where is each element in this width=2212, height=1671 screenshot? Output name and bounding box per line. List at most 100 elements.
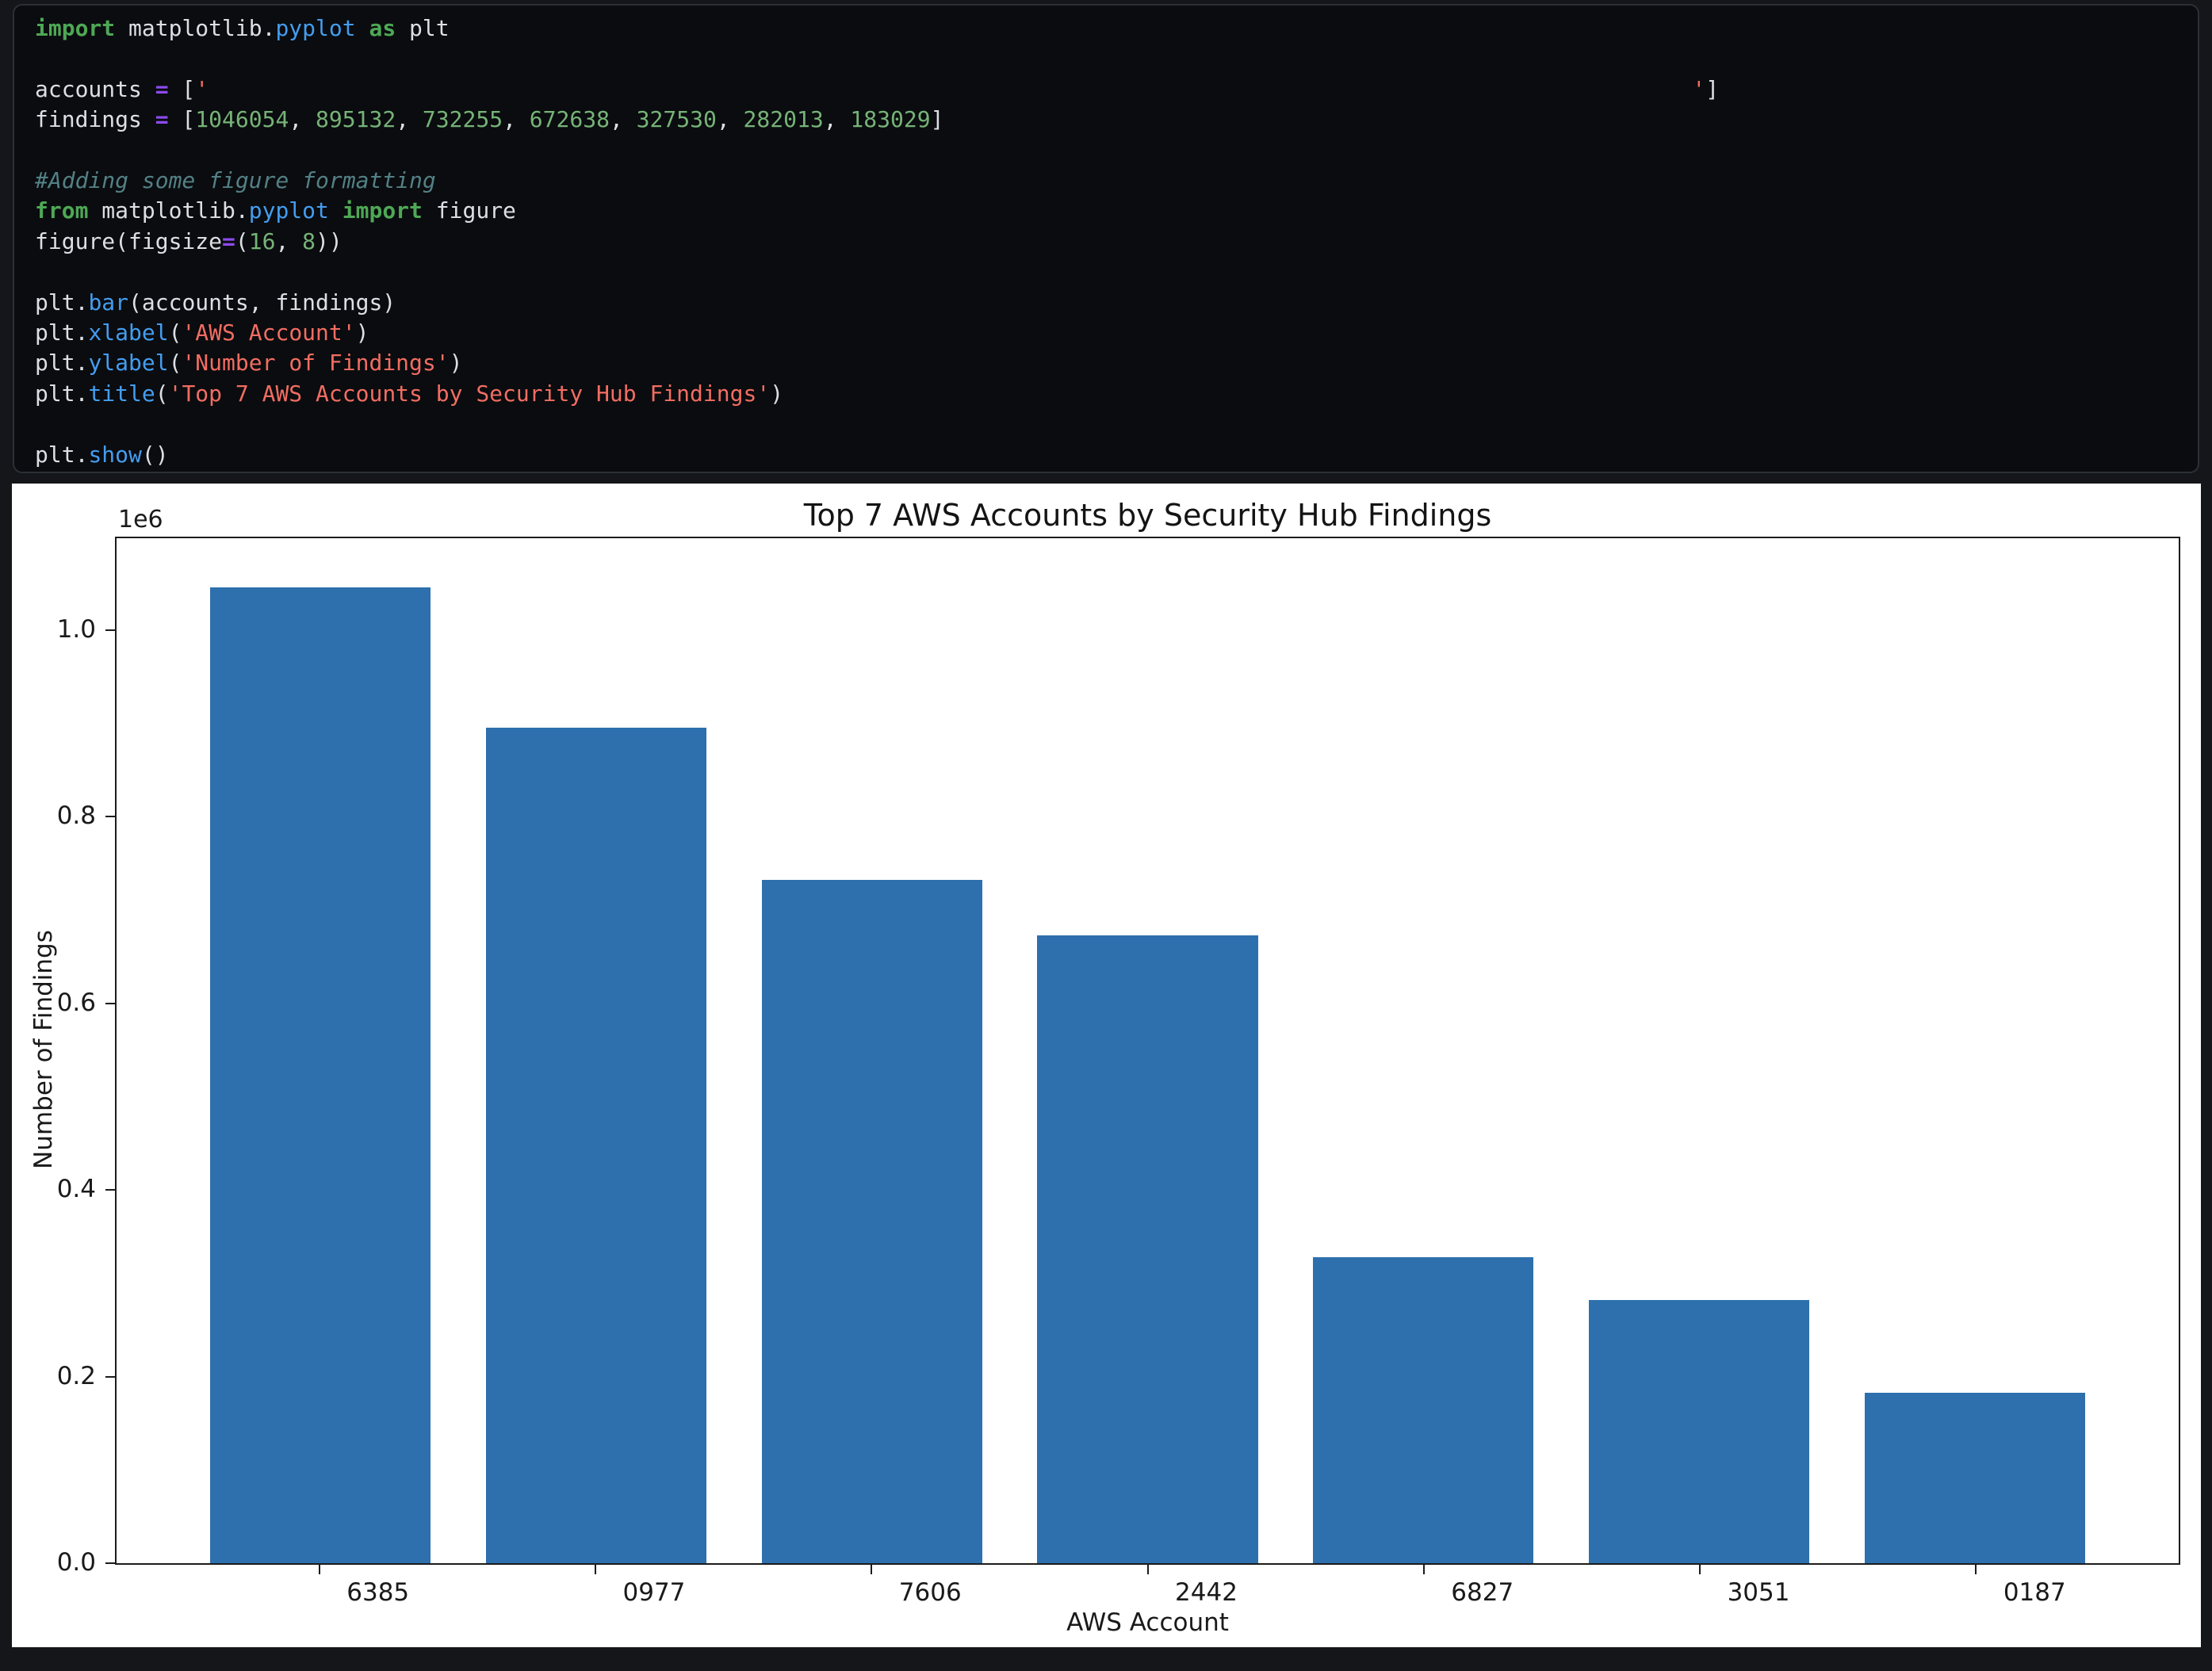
code-token: 8 <box>302 228 316 254</box>
y-tick-label: 0.6 <box>56 988 96 1017</box>
code-token: () <box>141 441 169 468</box>
code-token: , <box>503 106 530 133</box>
code-token: 732255 <box>422 106 503 133</box>
code-cell[interactable]: import matplotlib.pyplot as plt accounts… <box>13 4 2199 473</box>
x-tick-label: 0977 <box>622 1578 686 1607</box>
bar-0187 <box>1864 1392 2085 1563</box>
code-token: matplotlib. <box>88 197 249 224</box>
code-line: plt.show() <box>35 440 2177 470</box>
code-token: plt. <box>35 289 89 315</box>
code-token: plt. <box>35 441 89 468</box>
code-token: 282013 <box>743 106 824 133</box>
bar-2442 <box>1037 935 1258 1563</box>
code-token: pyplot <box>248 197 329 224</box>
x-tick-label: 7606 <box>898 1578 962 1607</box>
code-token: findings <box>35 106 155 133</box>
y-tick-label: 0.4 <box>56 1175 96 1204</box>
y-axis-offset-label: 1e6 <box>118 506 163 533</box>
x-tick-mark <box>1975 1565 1977 1574</box>
y-tick-label: 0.0 <box>56 1548 96 1577</box>
code-token: 16 <box>248 228 276 254</box>
code-token: 183029 <box>850 106 931 133</box>
code-token: , <box>716 106 744 133</box>
x-tick-mark <box>871 1565 873 1574</box>
y-tick-mark <box>105 1375 115 1378</box>
code-line: plt.ylabel('Number of Findings') <box>35 348 2177 378</box>
code-token: plt. <box>35 350 89 377</box>
code-line: plt.title('Top 7 AWS Accounts by Securit… <box>35 379 2177 409</box>
bar-7606 <box>761 879 982 1563</box>
code-token: = <box>222 228 235 254</box>
code-line: plt.bar(accounts, findings) <box>35 288 2177 318</box>
code-token: 'Number of Findings' <box>182 350 450 377</box>
x-tick-mark <box>1146 1565 1149 1574</box>
code-token: plt. <box>35 380 89 407</box>
code-line: findings = [1046054, 895132, 732255, 672… <box>35 105 2177 135</box>
code-token: import <box>35 15 116 41</box>
code-token: ) <box>355 319 369 346</box>
code-token: pyplot <box>275 15 356 41</box>
code-line: accounts = [' '] <box>35 75 2177 105</box>
code-line <box>35 136 2177 166</box>
code-token: ( <box>168 350 182 377</box>
code-token: ' <box>1692 75 1706 102</box>
code-token: xlabel <box>88 319 169 346</box>
x-tick-mark <box>1699 1565 1701 1574</box>
code-token: 'AWS Account' <box>182 319 356 346</box>
x-tick-label: 2442 <box>1175 1578 1238 1607</box>
y-tick-label: 0.2 <box>56 1361 96 1390</box>
code-token: ] <box>930 106 944 133</box>
code-token: , <box>609 106 637 133</box>
code-token: ( <box>235 228 249 254</box>
code-token: , <box>275 228 303 254</box>
code-token: plt. <box>35 319 89 346</box>
code-token: ' <box>195 75 209 102</box>
code-token: [ <box>168 75 196 102</box>
code-token: ( <box>168 319 182 346</box>
code-token: = <box>155 75 169 102</box>
code-line: #Adding some figure formatting <box>35 166 2177 196</box>
code-token: ) <box>770 380 784 407</box>
code-token: [ <box>168 106 196 133</box>
code-token: , <box>823 106 851 133</box>
y-tick-mark <box>105 1562 115 1564</box>
code-token: )) <box>316 228 343 254</box>
code-token: (accounts, findings) <box>128 289 396 315</box>
code-token: accounts <box>35 75 155 102</box>
code-token: ] <box>1705 75 1720 102</box>
code-token: , <box>289 106 316 133</box>
code-line <box>35 44 2177 74</box>
code-block: import matplotlib.pyplot as plt accounts… <box>35 13 2177 470</box>
code-line: figure(figsize=(16, 8)) <box>35 227 2177 257</box>
code-token: title <box>88 380 155 407</box>
code-token: 1046054 <box>195 106 289 133</box>
y-tick-mark <box>105 629 115 631</box>
code-line <box>35 409 2177 439</box>
code-token: = <box>155 106 169 133</box>
bar-0977 <box>485 728 707 1563</box>
code-token: from <box>35 197 89 224</box>
code-token: 327530 <box>636 106 717 133</box>
plot-area <box>115 537 2180 1565</box>
x-tick-mark <box>1422 1565 1425 1574</box>
code-token: figure <box>422 197 516 224</box>
code-line: plt.xlabel('AWS Account') <box>35 318 2177 348</box>
code-token: ( <box>155 380 169 407</box>
y-tick-mark <box>105 816 115 818</box>
code-token: matplotlib. <box>115 15 276 41</box>
y-tick-mark <box>105 1189 115 1191</box>
x-tick-mark <box>318 1565 320 1574</box>
code-line <box>35 257 2177 287</box>
bar-6385 <box>210 587 431 1563</box>
code-token: figure(figsize <box>35 228 223 254</box>
code-token: ) <box>449 350 463 377</box>
code-token: ylabel <box>88 350 169 377</box>
code-token: as <box>355 15 396 41</box>
code-line: import matplotlib.pyplot as plt <box>35 13 2177 44</box>
code-token: , <box>396 106 423 133</box>
bar-6827 <box>1313 1257 1534 1563</box>
x-tick-label: 3051 <box>1727 1578 1790 1607</box>
code-token: 'Top 7 AWS Accounts by Security Hub Find… <box>168 380 771 407</box>
y-tick-label: 0.8 <box>56 801 96 831</box>
y-tick-label: 1.0 <box>56 614 96 644</box>
